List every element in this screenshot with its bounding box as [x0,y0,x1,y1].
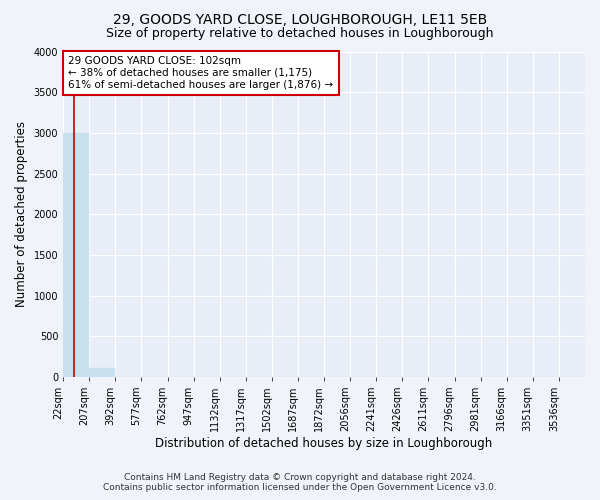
X-axis label: Distribution of detached houses by size in Loughborough: Distribution of detached houses by size … [155,437,493,450]
Text: Size of property relative to detached houses in Loughborough: Size of property relative to detached ho… [106,28,494,40]
Text: Contains HM Land Registry data © Crown copyright and database right 2024.
Contai: Contains HM Land Registry data © Crown c… [103,473,497,492]
Y-axis label: Number of detached properties: Number of detached properties [15,121,28,307]
Text: 29 GOODS YARD CLOSE: 102sqm
← 38% of detached houses are smaller (1,175)
61% of : 29 GOODS YARD CLOSE: 102sqm ← 38% of det… [68,56,334,90]
Bar [89,368,115,377]
Bar [63,133,89,377]
Text: 29, GOODS YARD CLOSE, LOUGHBOROUGH, LE11 5EB: 29, GOODS YARD CLOSE, LOUGHBOROUGH, LE11… [113,12,487,26]
